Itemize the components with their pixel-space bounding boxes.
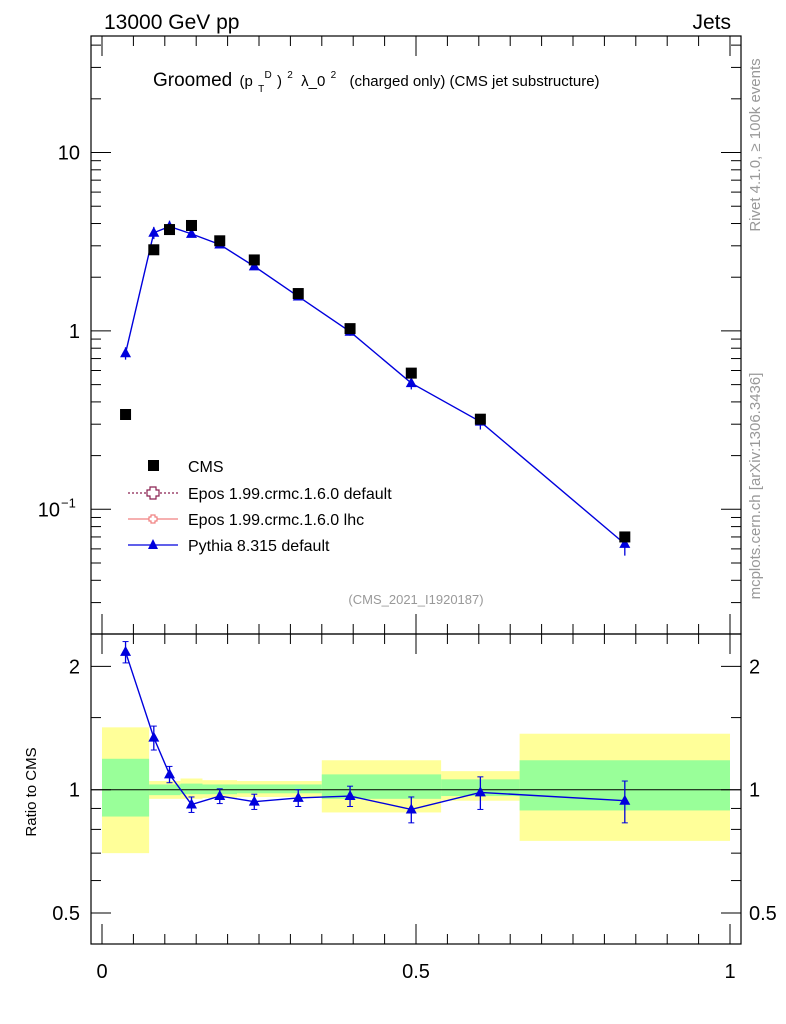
title-sub-t: T <box>258 84 264 95</box>
cms-point <box>185 219 197 231</box>
cms-point <box>214 235 226 247</box>
ratio-ytick-label-left: 0.5 <box>52 903 80 925</box>
ratio-ytick-label-right: 2 <box>749 656 760 678</box>
title-lambda: λ_0 <box>301 73 325 90</box>
legend-epos-lhc-label: Epos 1.99.crmc.1.6.0 lhc <box>188 512 364 529</box>
ratio-ytick-label-right: 0.5 <box>749 903 777 925</box>
ratio-pythia-point <box>214 790 226 801</box>
legend-epos-default-label: Epos 1.99.crmc.1.6.0 default <box>188 486 392 503</box>
header-energy: 13000 GeV pp <box>104 11 239 34</box>
title-sup2b: 2 <box>331 70 337 81</box>
cms-point <box>148 244 160 256</box>
title-p: (p <box>239 73 252 90</box>
ratio-band-inner <box>237 784 322 794</box>
ratio-pythia-point <box>185 798 197 809</box>
ratio-xtick-label: 0.5 <box>402 961 430 983</box>
cms-point <box>292 288 304 300</box>
ratio-pythia-point <box>148 731 160 742</box>
ratio-pythia-point <box>120 645 132 656</box>
pythia-point <box>619 537 631 548</box>
ratio-band-inner <box>321 774 442 799</box>
cms-point <box>248 254 260 266</box>
cms-point <box>344 323 356 335</box>
plot-title: Groomed (p T D ) 2 λ_0 2 (charged only) … <box>153 62 600 97</box>
ratio-xtick-label: 1 <box>724 961 735 983</box>
legend-cms-marker <box>148 460 159 471</box>
ratio-pythia-point <box>619 794 631 805</box>
main-ytick-exponent: −1 <box>61 495 76 510</box>
main-ytick-label: 1 <box>69 321 80 343</box>
ratio-pythia-point <box>405 803 417 814</box>
title-groomed: Groomed <box>153 70 232 91</box>
ratio-band-inner <box>102 758 150 817</box>
ratio-ytick-label-right: 1 <box>749 780 760 802</box>
title-sup-d: D <box>265 70 272 81</box>
rivet-label: Rivet 4.1.0, ≥ 100k events <box>747 58 764 231</box>
pythia-point <box>148 226 160 237</box>
ratio-pythia-point <box>344 790 356 801</box>
ratio-band-inner <box>180 783 203 795</box>
cms-point <box>405 367 417 379</box>
legend-epos-default-marker <box>146 486 160 500</box>
ratio-pythia-point <box>474 786 486 797</box>
ratio-ytick-label-left: 2 <box>69 656 80 678</box>
legend-pythia-marker <box>148 539 158 549</box>
ratio-frame <box>90 633 742 945</box>
cms-point <box>474 413 486 425</box>
ratio-series <box>120 641 631 824</box>
ratio-bands <box>102 727 730 854</box>
title-sup2: 2 <box>287 70 293 81</box>
legend-pythia-label: Pythia 8.315 default <box>188 538 330 555</box>
ratio-ytick-label-left: 1 <box>69 780 80 802</box>
ratio-ylabel: Ratio to CMS <box>23 747 40 836</box>
ratio-pythia-point <box>164 768 176 779</box>
ratio-pythia-point <box>292 791 304 802</box>
title-rest: (charged only) (CMS jet substructure) <box>349 73 599 90</box>
mcplots-label: mcplots.cern.ch [arXiv:1306.3436] <box>747 373 764 600</box>
ratio-pythia-point <box>248 795 260 806</box>
title-close: ) <box>277 73 282 90</box>
pythia-point <box>120 347 132 358</box>
ratio-axis-ticks: 2 2 1 1 0.5 0.5 0 0.5 1 <box>52 634 777 983</box>
legend-cms-label: CMS <box>188 459 224 476</box>
main-ytick-label: 10 <box>58 143 80 165</box>
legend-epos-lhc-marker <box>148 514 158 524</box>
pythia-point <box>185 227 197 238</box>
analysis-id: (CMS_2021_I1920187) <box>348 592 483 607</box>
cms-point <box>164 224 176 236</box>
main-ytick-label: 10 <box>38 499 60 521</box>
main-series <box>120 219 631 556</box>
cms-point <box>120 408 132 420</box>
cms-point <box>619 531 631 543</box>
ratio-xtick-label: 0 <box>96 961 107 983</box>
header-jets: Jets <box>692 11 731 34</box>
legend: CMS Epos 1.99.crmc.1.6.0 default Epos 1.… <box>128 459 392 555</box>
pythia-point <box>405 377 417 388</box>
